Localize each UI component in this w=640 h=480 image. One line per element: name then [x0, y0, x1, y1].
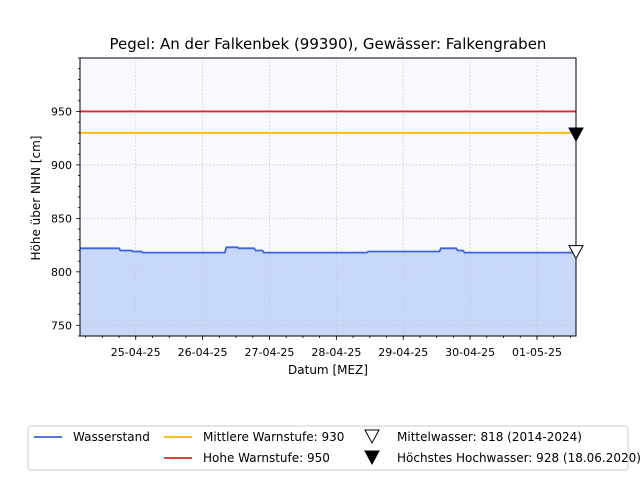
- x-tick-label: 26-04-25: [178, 346, 228, 359]
- x-tick-label: 27-04-25: [245, 346, 295, 359]
- legend-label: Höchstes Hochwasser: 928 (18.06.2020): [397, 451, 640, 465]
- legend-open-triangle-icon: [364, 429, 380, 445]
- water-level-line: [80, 246, 576, 254]
- x-axis-label: Datum [MEZ]: [288, 363, 368, 377]
- y-tick-label: 800: [51, 266, 72, 279]
- y-tick-label: 900: [51, 159, 72, 172]
- x-tick-label: 01-05-25: [512, 346, 562, 359]
- legend-label: Mittelwasser: 818 (2014-2024): [397, 430, 582, 444]
- x-tick-label: 25-04-25: [111, 346, 161, 359]
- legend-label: Mittlere Warnstufe: 930: [203, 430, 344, 444]
- x-tick-label: 29-04-25: [378, 346, 428, 359]
- mean-water-marker: [568, 245, 584, 260]
- legend-label: Wasserstand: [73, 430, 150, 444]
- chart-legend: Wasserstand Mittlere Warnstufe: 930 Mittel…: [27, 425, 640, 471]
- x-tick-label: 30-04-25: [445, 346, 495, 359]
- y-tick-label: 950: [51, 105, 72, 118]
- chart-title: Pegel: An der Falkenbek (99390), Gewässe…: [110, 35, 547, 53]
- x-tick-label: 28-04-25: [311, 346, 361, 359]
- y-tick-label: 750: [51, 319, 72, 332]
- y-axis-label: Höhe über NHN [cm]: [29, 136, 43, 261]
- water-level-area: [80, 247, 576, 336]
- highest-flood-marker: [568, 127, 584, 143]
- legend-filled-triangle-icon: [364, 450, 380, 466]
- legend-label: Hohe Warnstufe: 950: [203, 451, 330, 465]
- y-tick-label: 850: [51, 212, 72, 225]
